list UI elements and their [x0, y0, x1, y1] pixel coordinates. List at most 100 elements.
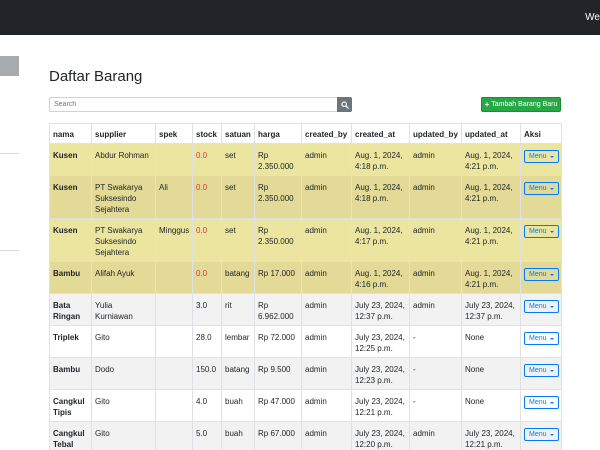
- cell-supplier: Gito: [91, 421, 156, 450]
- cell-satuan: batang: [221, 261, 255, 294]
- cell-aksi: Menu: [520, 261, 562, 294]
- cell-created-by: admin: [301, 389, 352, 422]
- cell-created-by: admin: [301, 218, 352, 262]
- column-header: satuan: [221, 123, 255, 144]
- cell-supplier: Gito: [91, 325, 156, 358]
- cell-aksi: Menu: [520, 421, 562, 450]
- cell-created-at: Aug. 1, 2024, 4:18 p.m.: [351, 175, 410, 219]
- cell-satuan: lembar: [221, 325, 255, 358]
- row-menu-button[interactable]: Menu: [524, 332, 559, 345]
- cell-spek: [155, 389, 193, 422]
- table-row: Cangkul Tipis Gito 4.0 buah Rp 47.000 admin Ju…: [49, 389, 562, 422]
- cell-satuan: buah: [221, 389, 255, 422]
- row-menu-button[interactable]: Menu: [524, 428, 559, 441]
- cell-updated-at: July 23, 2024, 12:37 p.m.: [461, 293, 521, 326]
- column-header: stock: [192, 123, 222, 144]
- cell-updated-at: None: [461, 357, 521, 390]
- cell-harga: Rp 6.962.000: [254, 293, 302, 326]
- cell-created-at: July 23, 2024, 12:37 p.m.: [351, 293, 410, 326]
- row-menu-button[interactable]: Menu: [524, 225, 559, 238]
- row-menu-button[interactable]: Menu: [524, 150, 559, 163]
- table-row: Bata Ringan Yulia Kurniawan 3.0 rit Rp 6.962…: [49, 293, 562, 326]
- cell-satuan: set: [221, 175, 255, 219]
- cell-created-by: admin: [301, 143, 352, 176]
- cell-spek: [155, 325, 193, 358]
- cell-supplier: Gito: [91, 389, 156, 422]
- column-header: harga: [254, 123, 302, 144]
- cell-nama: Kusen: [49, 175, 92, 219]
- caret-down-icon: [549, 230, 554, 233]
- caret-down-icon: [549, 401, 554, 404]
- row-menu-label: Menu: [529, 271, 547, 278]
- welcome-text: We: [585, 12, 600, 23]
- cell-harga: Rp 2.350.000: [254, 175, 302, 219]
- cell-updated-by: admin: [409, 421, 462, 450]
- column-header: Aksi: [520, 123, 562, 144]
- cell-satuan: set: [221, 143, 255, 176]
- cell-nama: Kusen: [49, 218, 92, 262]
- table-row: Triplek Gito 28.0 lembar Rp 72.000 admin July …: [49, 325, 562, 358]
- cell-nama: Cangkul Tebal: [49, 421, 92, 450]
- add-item-button[interactable]: + Tambah Barang Baru: [481, 97, 561, 112]
- cell-created-by: admin: [301, 421, 352, 450]
- cell-satuan: batang: [221, 357, 255, 390]
- cell-updated-by: -: [409, 389, 462, 422]
- cell-created-at: July 23, 2024, 12:21 p.m.: [351, 389, 410, 422]
- cell-nama: Bata Ringan: [49, 293, 92, 326]
- search-input[interactable]: [49, 97, 337, 112]
- items-table-container: nama supplier spek stock satuan harga created_…: [49, 123, 562, 450]
- sidebar: [0, 35, 19, 450]
- cell-supplier: Yulia Kurniawan: [91, 293, 156, 326]
- cell-created-at: Aug. 1, 2024, 4:18 p.m.: [351, 143, 410, 176]
- cell-stock: 150.0: [192, 357, 222, 390]
- caret-down-icon: [549, 305, 554, 308]
- column-header: nama: [49, 123, 92, 144]
- row-menu-button[interactable]: Menu: [524, 182, 559, 195]
- cell-updated-by: -: [409, 325, 462, 358]
- cell-supplier: PT Swakarya Suksesindo Sejahtera: [91, 218, 156, 262]
- sidebar-active-item[interactable]: [0, 56, 19, 76]
- column-header: updated_by: [409, 123, 462, 144]
- search-button[interactable]: [337, 97, 352, 112]
- table-row: Cangkul Tebal Gito 5.0 buah Rp 67.000 admin Ju…: [49, 421, 562, 450]
- cell-updated-at: Aug. 1, 2024, 4:21 p.m.: [461, 261, 521, 294]
- sidebar-divider: [0, 153, 19, 154]
- cell-spek: [155, 421, 193, 450]
- caret-down-icon: [549, 187, 554, 190]
- cell-harga: Rp 72.000: [254, 325, 302, 358]
- row-menu-button[interactable]: Menu: [524, 396, 559, 409]
- cell-stock: 4.0: [192, 389, 222, 422]
- cell-nama: Kusen: [49, 143, 92, 176]
- cell-aksi: Menu: [520, 218, 562, 262]
- cell-stock: 0.0: [192, 143, 222, 176]
- plus-icon: +: [484, 100, 490, 109]
- row-menu-button[interactable]: Menu: [524, 364, 559, 377]
- page-title: Daftar Barang: [49, 68, 143, 85]
- row-menu-label: Menu: [529, 367, 547, 374]
- cell-updated-at: Aug. 1, 2024, 4:21 p.m.: [461, 143, 521, 176]
- cell-harga: Rp 47.000: [254, 389, 302, 422]
- cell-harga: Rp 67.000: [254, 421, 302, 450]
- table-row: Bambu Alifah Ayuk 0.0 batang Rp 17.000 admin A…: [49, 261, 562, 294]
- cell-nama: Cangkul Tipis: [49, 389, 92, 422]
- cell-created-by: admin: [301, 261, 352, 294]
- cell-stock: 5.0: [192, 421, 222, 450]
- table-row: Bambu Dodo 150.0 batang Rp 9.500 admin July 23…: [49, 357, 562, 390]
- row-menu-label: Menu: [529, 228, 547, 235]
- cell-stock: 0.0: [192, 175, 222, 219]
- cell-spek: [155, 261, 193, 294]
- row-menu-button[interactable]: Menu: [524, 268, 559, 281]
- cell-harga: Rp 9.500: [254, 357, 302, 390]
- cell-updated-at: July 23, 2024, 12:21 p.m.: [461, 421, 521, 450]
- cell-created-by: admin: [301, 325, 352, 358]
- row-menu-button[interactable]: Menu: [524, 300, 559, 313]
- cell-satuan: buah: [221, 421, 255, 450]
- cell-stock: 0.0: [192, 218, 222, 262]
- cell-satuan: rit: [221, 293, 255, 326]
- cell-updated-by: admin: [409, 175, 462, 219]
- cell-created-at: July 23, 2024, 12:23 p.m.: [351, 357, 410, 390]
- cell-aksi: Menu: [520, 325, 562, 358]
- row-menu-label: Menu: [529, 431, 547, 438]
- cell-spek: Ali: [155, 175, 193, 219]
- cell-supplier: PT Swakarya Suksesindo Sejahtera: [91, 175, 156, 219]
